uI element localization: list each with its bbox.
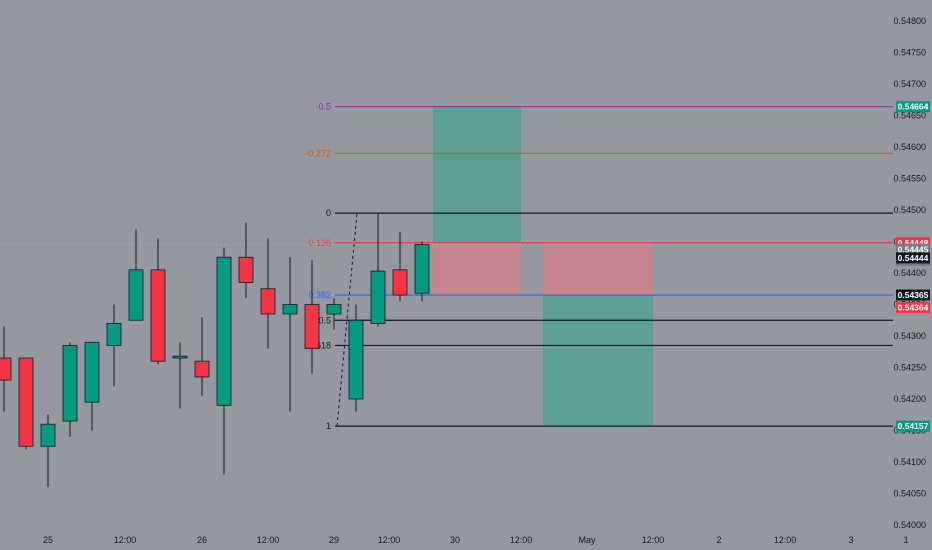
candle-up[interactable] — [282, 304, 298, 315]
candle-up[interactable] — [40, 423, 56, 447]
x-axis-tick-label: 1 — [903, 535, 908, 545]
candle-down[interactable] — [304, 304, 320, 349]
price-badge — [896, 289, 930, 301]
candle-up[interactable] — [62, 345, 78, 422]
x-axis-tick-label: 12:00 — [114, 535, 137, 545]
price-badge — [896, 237, 930, 249]
price-badge-label: 0.54157 — [898, 421, 929, 431]
x-axis-tick-label: 12:00 — [642, 535, 665, 545]
candle-up[interactable] — [348, 319, 364, 400]
x-axis-tick-label: 29 — [329, 535, 339, 545]
y-axis-tick-label: 0.54000 — [893, 520, 926, 530]
y-axis-tick-label: 0.54050 — [893, 489, 926, 499]
price-badge-label: 0.54444 — [898, 253, 929, 263]
short-position-profit-zone[interactable] — [543, 295, 653, 427]
y-axis-tick-label: 0.54500 — [893, 205, 926, 215]
y-axis-tick-label: 0.54750 — [893, 48, 926, 58]
price-badge-label: 0.54445 — [898, 245, 929, 255]
price-badge-label: 0.54664 — [898, 102, 929, 112]
y-axis-tick-label: 0.54700 — [893, 79, 926, 89]
candle-down[interactable] — [0, 357, 12, 381]
price-badge-label: 0.54364 — [898, 303, 929, 313]
x-axis-tick-label: 2 — [716, 535, 721, 545]
candle-down[interactable] — [260, 288, 276, 315]
candle-down[interactable] — [194, 360, 210, 378]
long-position-profit-zone[interactable] — [433, 106, 521, 243]
y-axis-tick-label: 0.54250 — [893, 363, 926, 373]
x-axis-tick-label: 12:00 — [774, 535, 797, 545]
y-axis-tick-label: 0.54100 — [893, 457, 926, 467]
y-axis-tick-label: 0.54200 — [893, 394, 926, 404]
candle-up[interactable] — [216, 256, 232, 406]
x-axis-tick-label: 30 — [450, 535, 460, 545]
candle-up[interactable] — [370, 270, 386, 324]
fib-level-label: 0 — [326, 208, 331, 218]
fib-level-label: 0.5 — [318, 315, 331, 325]
x-axis-tick-label: 3 — [848, 535, 853, 545]
candle-down[interactable] — [18, 357, 34, 447]
fib-level-label: -0.5 — [315, 102, 331, 112]
y-axis-tick-label: 0.54800 — [893, 16, 926, 26]
candle-up[interactable] — [172, 355, 188, 359]
price-badge — [896, 252, 930, 264]
x-axis-tick-label: May — [578, 535, 596, 545]
x-axis-tick-label: 25 — [43, 535, 53, 545]
fib-level-label: 0.382 — [308, 290, 331, 300]
short-position-stop-zone[interactable] — [543, 242, 653, 296]
x-axis-tick-label: 26 — [197, 535, 207, 545]
candle-up[interactable] — [414, 244, 430, 294]
candle-up[interactable] — [128, 269, 144, 321]
y-axis-tick-label: 0.54550 — [893, 174, 926, 184]
candle-up[interactable] — [106, 322, 122, 346]
x-axis-tick-label: 12:00 — [257, 535, 280, 545]
price-badge-label: 0.54365 — [898, 290, 929, 300]
fib-level-label: 1 — [326, 421, 331, 431]
y-axis-tick-label: 0.54650 — [893, 111, 926, 121]
price-badge — [896, 302, 930, 314]
fib-level-label: -0.272 — [305, 148, 331, 158]
candle-down[interactable] — [392, 269, 408, 296]
candle-down[interactable] — [150, 269, 166, 362]
long-position-stop-zone[interactable] — [433, 242, 521, 296]
fib-level-label: 0.618 — [308, 340, 331, 350]
x-axis-tick-label: 12:00 — [510, 535, 533, 545]
candle-down[interactable] — [238, 256, 254, 283]
price-badge — [896, 420, 930, 432]
x-axis-tick-label: 12:00 — [378, 535, 401, 545]
y-axis-tick-label: 0.54400 — [893, 268, 926, 278]
candle-up[interactable] — [326, 304, 342, 315]
price-badge — [896, 101, 930, 113]
y-axis-tick-label: 0.54600 — [893, 142, 926, 152]
fib-level-label: 0.136 — [308, 238, 331, 248]
y-axis-tick-label: 0.54300 — [893, 331, 926, 341]
candle-up[interactable] — [84, 341, 100, 403]
price-badge-label: 0.54448 — [898, 238, 929, 248]
